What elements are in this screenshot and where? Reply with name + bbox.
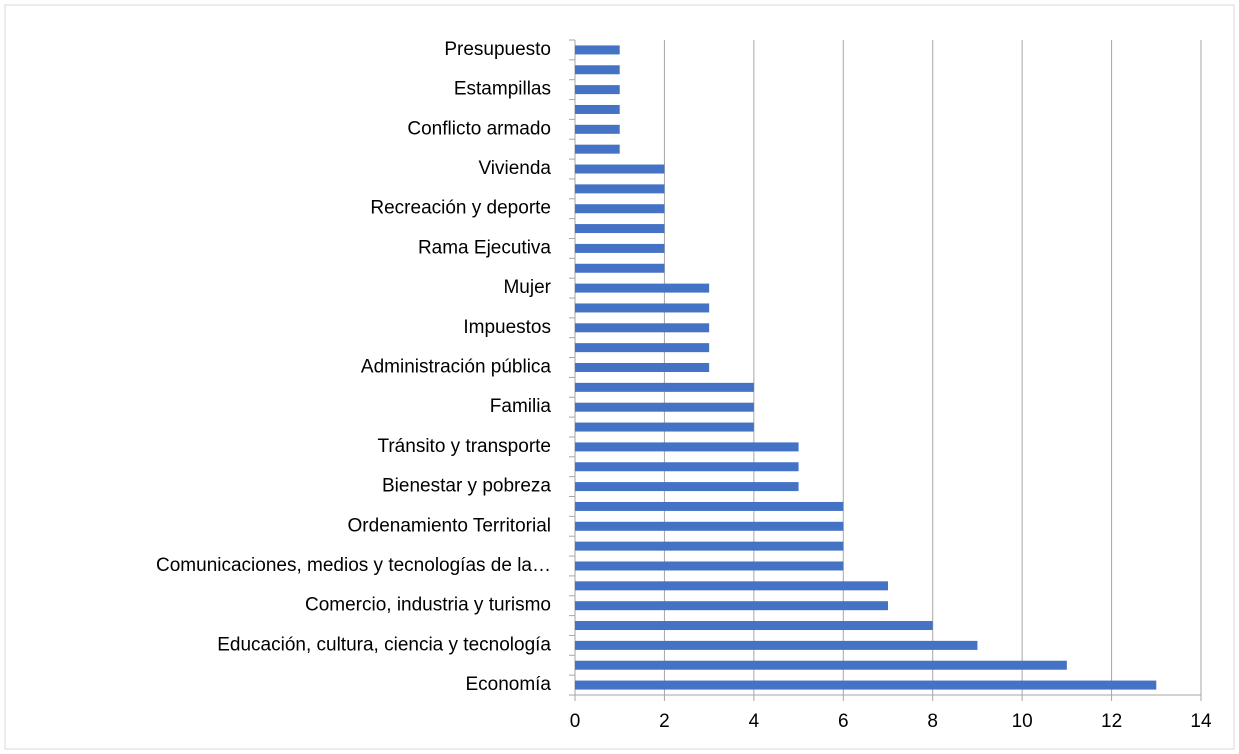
bar	[575, 184, 665, 194]
y-tick-label: Impuestos	[463, 317, 551, 338]
bar	[575, 442, 799, 452]
bar	[575, 283, 710, 293]
y-tick-label: Ordenamiento Territorial	[348, 515, 551, 536]
x-tick-label: 8	[927, 711, 938, 732]
x-tick-label: 6	[838, 711, 849, 732]
bar	[575, 204, 665, 214]
y-tick-label: Economía	[465, 674, 551, 695]
x-tick-label: 12	[1101, 711, 1122, 732]
x-tick-label: 4	[749, 711, 760, 732]
y-tick-label: Conflicto armado	[407, 118, 551, 139]
bar	[575, 303, 710, 313]
bar	[575, 501, 844, 511]
bar	[575, 363, 710, 372]
bar	[575, 482, 799, 492]
bar	[575, 45, 620, 55]
bar	[575, 104, 620, 114]
bar	[575, 65, 620, 75]
y-tick-label: Rama Ejecutiva	[418, 237, 551, 258]
bar	[575, 680, 1157, 690]
y-tick-label: Administración pública	[361, 357, 552, 378]
bar	[575, 462, 799, 472]
y-tick-label: Estampillas	[454, 79, 551, 100]
bar	[575, 422, 754, 432]
y-tick-label: Familia	[490, 396, 552, 417]
y-tick-label: Presupuesto	[444, 39, 551, 60]
y-tick-label: Vivienda	[478, 158, 551, 179]
bar	[575, 402, 754, 412]
bar	[575, 561, 844, 571]
y-tick-label: Recreación y deporte	[370, 198, 551, 219]
bar	[575, 263, 665, 273]
bar	[575, 85, 620, 95]
x-tick-label: 10	[1012, 711, 1033, 732]
x-tick-label: 2	[659, 711, 670, 732]
bar	[575, 343, 710, 353]
bar	[575, 144, 620, 154]
bar	[575, 243, 665, 253]
y-tick-label: Comercio, industria y turismo	[305, 595, 551, 616]
x-tick-label: 0	[570, 711, 581, 732]
bar	[575, 521, 844, 531]
bar	[575, 601, 888, 611]
y-tick-label: Mujer	[503, 277, 551, 298]
bar	[575, 224, 665, 234]
bar	[575, 382, 754, 392]
bar	[575, 124, 620, 134]
bar	[575, 541, 844, 551]
y-tick-label: Tránsito y transporte	[377, 436, 551, 457]
bar	[575, 581, 888, 591]
chart-border	[4, 4, 1235, 750]
x-tick-label: 14	[1190, 711, 1212, 732]
bar	[575, 640, 978, 650]
bar	[575, 323, 710, 333]
bar	[575, 621, 933, 631]
bar	[575, 660, 1067, 670]
y-tick-label: Comunicaciones, medios y tecnologías de …	[156, 555, 551, 576]
bar	[575, 164, 665, 174]
y-tick-label: Educación, cultura, ciencia y tecnología	[217, 634, 551, 655]
y-tick-label: Bienestar y pobreza	[382, 476, 551, 497]
